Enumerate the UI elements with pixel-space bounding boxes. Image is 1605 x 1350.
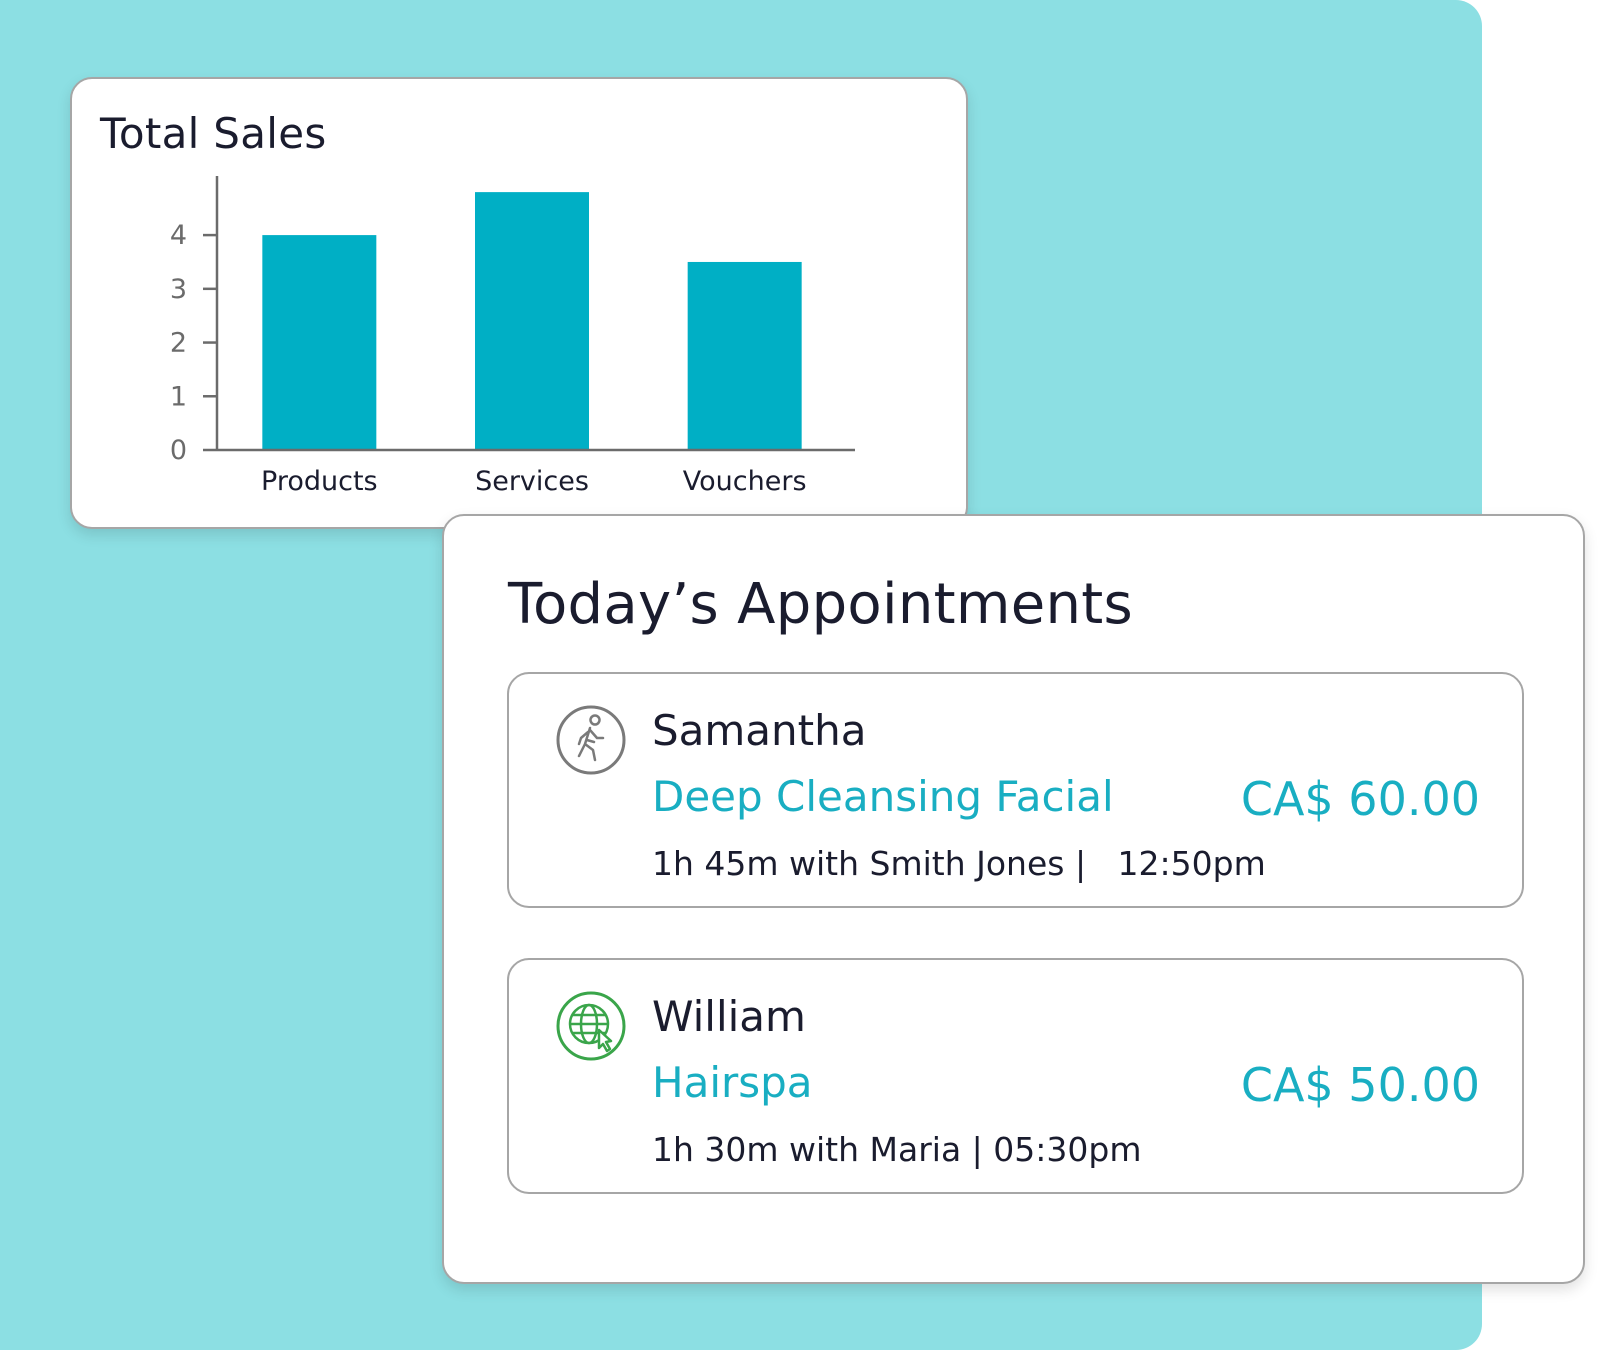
y-tick-label: 0 — [170, 435, 187, 466]
bar-services — [475, 192, 589, 450]
appointments-card: Today’s Appointments Samantha Deep Clean… — [442, 514, 1585, 1284]
service-name: Deep Cleansing Facial — [652, 772, 1114, 821]
client-name: William — [652, 992, 806, 1041]
x-tick-label: Products — [261, 466, 378, 497]
sales-title: Total Sales — [100, 109, 327, 158]
service-price: CA$ 50.00 — [1240, 1058, 1480, 1112]
total-sales-card: Total Sales Products Services Vouchers 0 1 2 3… — [70, 77, 968, 529]
online-booking-globe-icon — [556, 991, 626, 1061]
sales-bar-chart: Products Services Vouchers 0 1 2 3 4 — [170, 176, 855, 497]
service-name: Hairspa — [652, 1058, 813, 1107]
client-name: Samantha — [652, 706, 867, 755]
appointments-title: Today’s Appointments — [508, 572, 1134, 637]
y-tick-label: 4 — [170, 220, 187, 251]
appointment-item-william[interactable]: William Hairspa CA$ 50.00 1h 30m with Ma… — [507, 958, 1524, 1194]
x-tick-label: Services — [475, 466, 589, 497]
service-price: CA$ 60.00 — [1240, 772, 1480, 826]
x-tick-label: Vouchers — [683, 466, 807, 497]
y-tick-label: 3 — [170, 274, 187, 305]
y-tick-label: 1 — [170, 381, 187, 412]
appointment-detail: 1h 30m with Maria | 05:30pm — [652, 1130, 1142, 1169]
appointment-detail: 1h 45m with Smith Jones | 12:50pm — [652, 844, 1266, 883]
bar-vouchers — [687, 261, 802, 450]
y-tick-label: 2 — [170, 328, 187, 359]
walk-in-person-icon — [556, 705, 626, 775]
bar-products — [262, 235, 377, 450]
appointment-item-samantha[interactable]: Samantha Deep Cleansing Facial CA$ 60.00… — [507, 672, 1524, 908]
